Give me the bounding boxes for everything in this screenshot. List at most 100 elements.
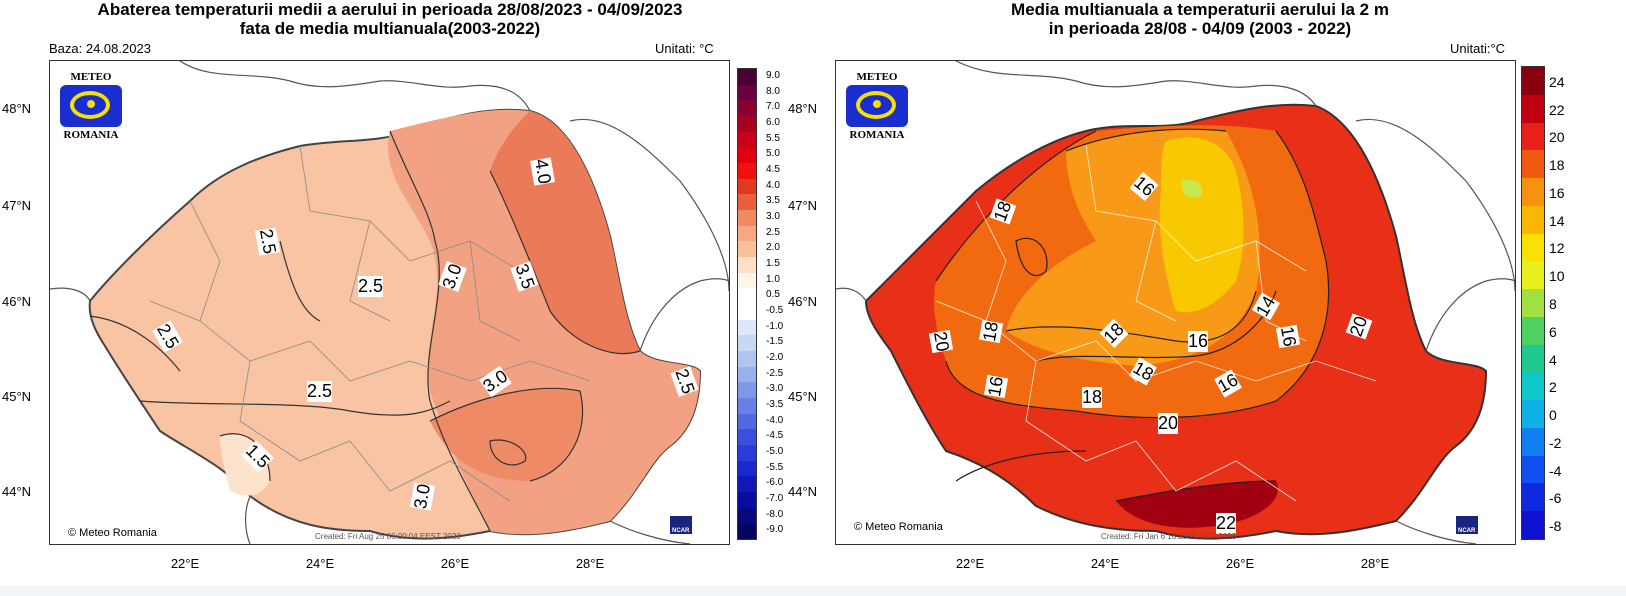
right-logo: METEO ROMANIA — [844, 71, 910, 141]
colorbar-segment — [738, 210, 756, 227]
right-map-svg — [836, 61, 1515, 544]
colorbar-segment — [1522, 150, 1544, 179]
colorbar-segment — [738, 413, 756, 430]
left-lat-label: 45°N — [2, 389, 32, 404]
colorbar-segment — [738, 241, 756, 258]
colorbar-label: -5.5 — [766, 461, 784, 473]
colorbar-segment — [1522, 94, 1544, 123]
right-lon-label: 22°E — [955, 556, 985, 571]
right-lon-label: 28°E — [1360, 556, 1390, 571]
left-contour-label: 2.5 — [307, 381, 333, 402]
right-lat-label: 48°N — [788, 101, 818, 116]
colorbar-segment — [738, 382, 756, 399]
right-contour-label: 18 — [1082, 387, 1103, 408]
left-units: Unitati: °C — [655, 41, 714, 56]
right-colorbar — [1521, 66, 1545, 540]
left-contour-label: 2.5 — [358, 276, 384, 297]
colorbar-segment — [1522, 372, 1544, 401]
colorbar-label: 4 — [1549, 351, 1557, 368]
colorbar-label: 14 — [1549, 212, 1565, 229]
colorbar-label: 22 — [1549, 101, 1565, 118]
colorbar-segment — [738, 445, 756, 462]
colorbar-label: 1.5 — [766, 257, 780, 269]
right-copyright: © Meteo Romania — [854, 521, 943, 533]
colorbar-label: 1.0 — [766, 273, 780, 285]
colorbar-label: 24 — [1549, 73, 1565, 90]
left-title-line2: fata de media multianuala(2003-2022) — [239, 19, 541, 38]
colorbar-label: -4 — [1549, 462, 1562, 479]
left-lon-label: 26°E — [440, 556, 470, 571]
left-county-borders — [149, 145, 591, 502]
colorbar-label: 10 — [1549, 268, 1565, 285]
right-contour-label: 20 — [1158, 413, 1179, 434]
left-colorbar — [737, 68, 757, 540]
right-title-line1: Media multianuala a temperaturii aerului… — [1011, 0, 1389, 19]
colorbar-label: -2 — [1549, 434, 1562, 451]
colorbar-segment — [1522, 344, 1544, 373]
colorbar-label: 5.0 — [766, 148, 780, 160]
left-lon-label: 22°E — [170, 556, 200, 571]
colorbar-label: 3.0 — [766, 210, 780, 222]
colorbar-segment — [738, 507, 756, 524]
right-contour-label: 16 — [983, 374, 1009, 399]
colorbar-segment — [738, 304, 756, 321]
colorbar-segment — [738, 366, 756, 383]
colorbar-label: -3.5 — [766, 398, 784, 410]
ncar-text: NCAR — [1458, 528, 1476, 534]
colorbar-label: -5.0 — [766, 445, 784, 457]
colorbar-label: 0.5 — [766, 289, 780, 301]
colorbar-label: 0 — [1549, 407, 1557, 424]
colorbar-label: 3.5 — [766, 195, 780, 207]
colorbar-label: -9.0 — [766, 524, 784, 536]
right-contour-label: 22 — [1216, 513, 1237, 534]
colorbar-label: 4.0 — [766, 179, 780, 191]
colorbar-segment — [1522, 455, 1544, 484]
colorbar-label: -2.0 — [766, 351, 784, 363]
colorbar-segment — [738, 84, 756, 101]
colorbar-segment — [1522, 316, 1544, 346]
left-contour-label: 4.0 — [530, 157, 556, 186]
left-lon-label: 28°E — [575, 556, 605, 571]
colorbar-label: 8.0 — [766, 85, 780, 97]
colorbar-segment — [738, 398, 756, 415]
colorbar-label: 5.5 — [766, 132, 780, 144]
colorbar-segment — [738, 163, 756, 180]
left-lat-label: 44°N — [2, 484, 32, 499]
right-contour-label: 18 — [978, 319, 1004, 344]
left-title-line1: Abaterea temperaturii medii a aerului in… — [97, 0, 683, 19]
bottom-strip — [0, 586, 1626, 596]
colorbar-label: -1.5 — [766, 336, 784, 348]
colorbar-segment — [1522, 205, 1544, 235]
left-hot-zone — [490, 111, 640, 354]
colorbar-segment — [738, 429, 756, 446]
left-map-svg — [50, 61, 729, 544]
logo-top-text: METEO — [70, 71, 112, 83]
left-base-date: Baza: 24.08.2023 — [49, 41, 151, 56]
left-lat-label: 47°N — [2, 198, 32, 213]
colorbar-segment — [738, 335, 756, 352]
logo-bottom-text: ROMANIA — [849, 129, 905, 141]
colorbar-label: -0.5 — [766, 304, 784, 316]
logo-bottom-text: ROMANIA — [63, 129, 119, 141]
right-created-stamp: Created: Fri Jan 6 16:23:24 EET 2023 — [1101, 532, 1237, 541]
colorbar-segment — [738, 131, 756, 148]
colorbar-label: -8.0 — [766, 508, 784, 520]
right-contour-label: 20 — [928, 329, 954, 354]
colorbar-label: 2 — [1549, 379, 1557, 396]
colorbar-segment — [738, 272, 756, 289]
colorbar-segment — [1522, 122, 1544, 151]
colorbar-segment — [738, 178, 756, 195]
colorbar-label: -4.5 — [766, 430, 784, 442]
colorbar-segment — [738, 225, 756, 242]
colorbar-segment — [738, 69, 756, 86]
colorbar-label: 12 — [1549, 240, 1565, 257]
right-ncar-logo: NCAR — [1456, 516, 1478, 534]
right-lat-label: 45°N — [788, 389, 818, 404]
colorbar-segment — [1522, 67, 1544, 96]
colorbar-segment — [738, 319, 756, 336]
right-zone-22 — [1116, 481, 1278, 528]
left-created-stamp: Created: Fri Aug 25 06:00:04 EEST 2023 — [315, 532, 461, 541]
colorbar-segment — [738, 116, 756, 133]
colorbar-label: -4.0 — [766, 414, 784, 426]
colorbar-segment — [738, 100, 756, 117]
